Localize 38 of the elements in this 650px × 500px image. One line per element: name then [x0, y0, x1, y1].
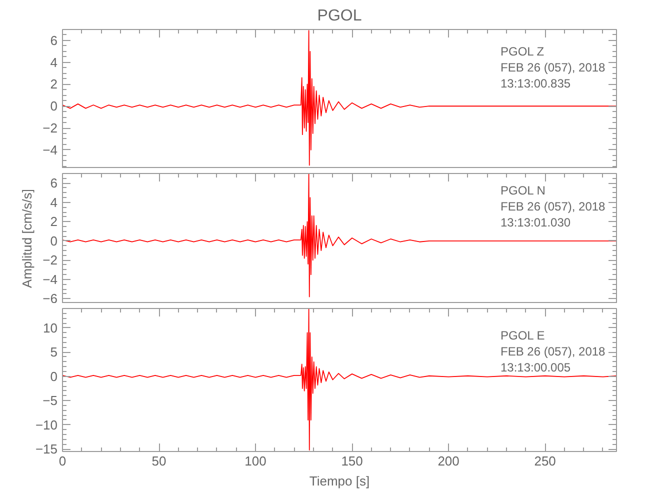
annotation: FEB 26 (057), 2018 [500, 344, 606, 358]
annotation: PGOL N [500, 184, 546, 198]
y-tick-label: −10 [35, 417, 58, 432]
y-tick-label: −4 [42, 272, 58, 287]
annotation: 13:13:00.835 [500, 76, 571, 90]
y-tick-label: 10 [43, 320, 58, 336]
x-tick-label: 100 [244, 454, 266, 468]
annotation: PGOL Z [500, 44, 544, 58]
y-tick-label: −6 [42, 291, 58, 306]
annotation: 13:13:00.005 [500, 360, 571, 374]
y-tick-label: −5 [42, 393, 58, 408]
x-axis-title: Tiempo [s] [309, 474, 370, 488]
line-series [62, 30, 616, 166]
x-tick-label: 250 [534, 454, 556, 468]
annotation: FEB 26 (057), 2018 [500, 60, 606, 74]
x-tick-label: 150 [341, 454, 363, 468]
x-tick-label: 50 [152, 454, 166, 468]
y-tick-label: −15 [35, 442, 58, 457]
x-tick-label: 200 [438, 454, 460, 468]
y-tick-label: 6 [50, 32, 58, 48]
y-tick-label: 5 [50, 344, 58, 360]
y-tick-label: 0 [50, 233, 58, 248]
y-tick-label: 2 [50, 214, 58, 230]
y-tick-label: 0 [50, 98, 58, 114]
annotation: PGOL E [500, 328, 545, 342]
annotation: 13:13:01.030 [500, 216, 571, 230]
y-tick-label: 6 [50, 176, 58, 191]
chart-title: PGOL [317, 8, 362, 24]
y-tick-label: −2 [42, 252, 58, 268]
y-tick-label: −2 [42, 120, 58, 136]
line-series [62, 308, 616, 450]
annotation: FEB 26 (057), 2018 [500, 200, 606, 214]
y-tick-label: 2 [50, 76, 58, 92]
y-tick-label: −4 [42, 142, 58, 158]
y-axis-title: Amplitud [cm/s/s] [20, 189, 35, 288]
y-tick-label: 4 [50, 194, 58, 210]
y-tick-label: 0 [50, 368, 58, 384]
y-tick-label: 4 [50, 54, 58, 70]
